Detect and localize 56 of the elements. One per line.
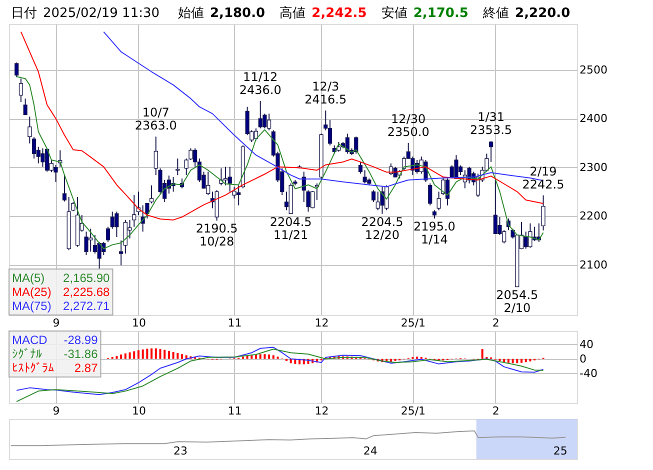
annotation: -28.99	[64, 333, 98, 347]
text: 始値	[178, 6, 204, 21]
annotation: 10/7 2363.0	[134, 106, 177, 133]
x-tick-label: 9	[52, 404, 60, 418]
text: MA(25)	[12, 285, 52, 299]
text: MACD	[12, 333, 48, 347]
text: 2,170.5	[413, 6, 468, 21]
text: 2,220.0	[515, 6, 570, 21]
y-tick-label: 2500	[580, 63, 608, 76]
y-tick-label: 40	[580, 338, 594, 351]
annotation: 2,272.71	[63, 299, 110, 313]
x-tick-label: 11	[228, 316, 242, 330]
annotation: 12/3 2416.5	[304, 80, 347, 107]
x-tick-label: 25/1	[400, 404, 426, 418]
annotation: 1/31 2353.5	[470, 110, 512, 138]
annotation: 11/12 2436.0	[239, 70, 282, 98]
annotation: -31.86	[64, 347, 98, 361]
text: 日付	[11, 6, 37, 21]
text: 安値	[381, 5, 408, 21]
text: 2,242.5	[312, 6, 367, 21]
x-tick-label: 9	[52, 316, 60, 330]
text: 2025/02/19 11:30	[43, 6, 160, 21]
text: ｼｸﾞﾅﾙ	[12, 347, 42, 361]
text: 高値	[280, 5, 306, 21]
y-tick-label: 0	[580, 352, 586, 366]
y-tick-label: -40	[580, 366, 598, 380]
annotation: 2195.0 1/14	[413, 219, 456, 246]
x-tick-label: 23	[173, 444, 188, 458]
text: 2,180.0	[210, 6, 266, 21]
x-tick-label: 10	[132, 404, 146, 418]
y-tick-label: 2400	[580, 112, 608, 126]
x-tick-label: 11	[228, 404, 242, 418]
x-tick-label: 2	[492, 316, 500, 330]
x-tick-label: 12	[314, 404, 329, 418]
annotation: 2190.5 10/28	[196, 222, 238, 249]
annotation: 2.87	[74, 361, 98, 375]
x-tick-label: 2	[492, 404, 500, 418]
y-tick-label: 2300	[580, 160, 608, 174]
x-tick-label: 25	[553, 444, 568, 458]
x-tick-label: 25/1	[400, 316, 426, 330]
y-tick-label: 2200	[580, 210, 608, 223]
y-tick-label: 2100	[580, 258, 608, 272]
x-tick-label: 10	[132, 316, 146, 330]
text: MA(75)	[12, 299, 52, 313]
x-tick-label: 12	[314, 316, 329, 330]
annotation: 2,225.68	[63, 285, 110, 299]
annotation: 2204.5 12/20	[361, 214, 404, 242]
annotation: 2/19 2242.5	[522, 164, 564, 192]
text: MA(5)	[12, 271, 45, 285]
annotation: 2204.5 11/21	[270, 214, 312, 242]
annotation: 2054.5 2/10	[496, 288, 538, 315]
annotation: 2,165.90	[63, 271, 110, 285]
text: 終値	[482, 6, 510, 21]
text: ﾋｽﾄｸﾞﾗﾑ	[12, 361, 54, 375]
annotation: 12/30 2350.0	[387, 112, 430, 139]
x-tick-label: 24	[363, 444, 378, 458]
